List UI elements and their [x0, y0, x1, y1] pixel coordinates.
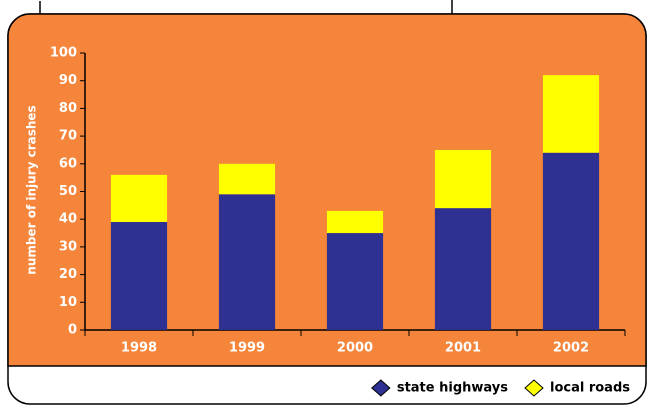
y-axis-label: number of injury crashes — [25, 105, 39, 274]
bar-segment — [110, 174, 168, 222]
y-tick-label: 60 — [59, 156, 77, 171]
bar-segment — [434, 208, 492, 330]
bar-segment — [110, 221, 168, 330]
y-tick-label: 80 — [59, 101, 77, 116]
legend-label: state highways — [397, 381, 508, 396]
x-tick-label: 2002 — [553, 341, 589, 356]
y-tick-label: 20 — [59, 267, 77, 282]
legend-marker — [371, 379, 391, 397]
y-tick-label: 0 — [68, 323, 77, 338]
y-tick-label: 70 — [59, 129, 77, 144]
y-tick-label: 40 — [59, 212, 77, 227]
bar-segment — [326, 210, 384, 234]
y-tick-label: 10 — [59, 295, 77, 310]
x-tick-label: 2000 — [337, 341, 373, 356]
x-tick-label: 2001 — [445, 341, 481, 356]
bar-segment — [542, 75, 600, 153]
bar-segment — [326, 233, 384, 330]
bar-segment — [542, 152, 600, 330]
x-tick-label: 1999 — [229, 341, 265, 356]
y-tick-label: 30 — [59, 239, 77, 254]
bar-segment — [218, 163, 276, 195]
bar-segment — [218, 194, 276, 330]
bar-segment — [434, 149, 492, 209]
y-tick-label: 100 — [50, 46, 77, 61]
y-tick-label: 50 — [59, 184, 77, 199]
y-tick-label: 90 — [59, 73, 77, 88]
x-tick-label: 1998 — [121, 341, 157, 356]
legend-marker — [524, 379, 544, 397]
legend-label: local roads — [550, 381, 630, 396]
